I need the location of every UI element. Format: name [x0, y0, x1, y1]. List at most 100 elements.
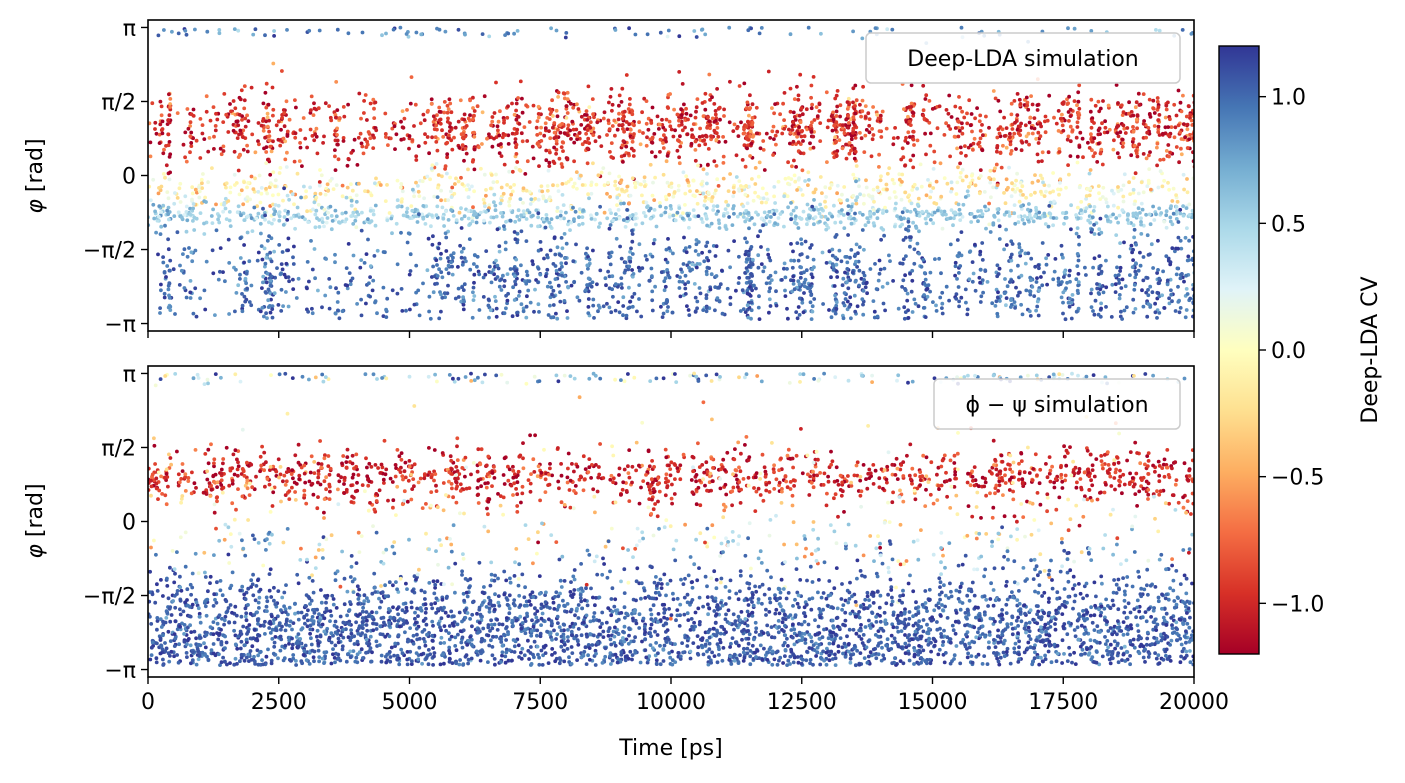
- scatter-point: [510, 210, 515, 215]
- scatter-point: [620, 286, 624, 290]
- scatter-point: [439, 309, 443, 314]
- scatter-point: [813, 187, 818, 192]
- scatter-point: [693, 194, 697, 199]
- scatter-point: [562, 216, 566, 221]
- scatter-point: [791, 208, 796, 213]
- scatter-point: [1042, 211, 1047, 216]
- scatter-point: [653, 154, 658, 159]
- scatter-point: [1025, 216, 1030, 220]
- scatter-point: [436, 173, 441, 177]
- scatter-point: [1129, 243, 1134, 248]
- scatter-point: [820, 250, 825, 255]
- scatter-point: [193, 248, 198, 253]
- scatter-point: [373, 223, 378, 228]
- scatter-point: [826, 118, 831, 123]
- scatter-point: [944, 121, 948, 126]
- scatter-point: [627, 122, 632, 127]
- scatter-point: [1116, 189, 1121, 194]
- scatter-point: [848, 117, 853, 122]
- scatter-point: [968, 123, 973, 128]
- scatter-point: [461, 307, 466, 312]
- scatter-point: [1036, 179, 1040, 183]
- scatter-point: [585, 146, 590, 151]
- scatter-point: [620, 187, 624, 192]
- scatter-point: [322, 134, 326, 139]
- scatter-point: [848, 214, 853, 219]
- scatter-point: [313, 212, 318, 217]
- scatter-point: [791, 120, 796, 125]
- scatter-point: [1024, 195, 1028, 200]
- scatter-point: [1117, 293, 1122, 297]
- scatter-point: [268, 144, 273, 149]
- scatter-point: [359, 228, 364, 233]
- scatter-point: [1171, 211, 1176, 216]
- scatter-point: [1087, 146, 1092, 150]
- scatter-point: [557, 156, 562, 161]
- scatter-point: [924, 193, 929, 198]
- scatter-point: [909, 201, 914, 206]
- scatter-point: [536, 197, 541, 202]
- scatter-point: [606, 269, 610, 274]
- scatter-point: [1148, 222, 1153, 227]
- scatter-point: [256, 139, 260, 144]
- scatter-point: [1089, 132, 1093, 137]
- scatter-point: [1144, 212, 1148, 217]
- scatter-point: [324, 220, 329, 225]
- scatter-point: [1007, 165, 1011, 170]
- scatter-point: [1131, 258, 1135, 262]
- scatter-point: [496, 266, 501, 271]
- scatter-point: [248, 197, 253, 202]
- scatter-point: [273, 178, 278, 183]
- scatter-point: [1038, 173, 1043, 178]
- scatter-point: [912, 143, 916, 147]
- scatter-point: [472, 262, 476, 266]
- scatter-point: [554, 311, 558, 316]
- scatter-point: [569, 137, 573, 141]
- scatter-point: [572, 181, 577, 186]
- scatter-point: [234, 291, 239, 295]
- scatter-point: [547, 164, 552, 169]
- scatter-point: [564, 210, 568, 215]
- scatter-point: [958, 264, 963, 268]
- scatter-point: [1024, 288, 1029, 293]
- scatter-point: [200, 123, 205, 127]
- scatter-point: [848, 255, 852, 260]
- scatter-point: [981, 133, 985, 138]
- scatter-point: [1133, 275, 1138, 280]
- scatter-point: [800, 168, 805, 173]
- scatter-point: [532, 309, 536, 314]
- scatter-point: [809, 272, 814, 277]
- scatter-point: [246, 119, 251, 123]
- scatter-point: [967, 250, 972, 254]
- scatter-point: [399, 182, 404, 186]
- scatter-point: [683, 273, 688, 278]
- scatter-point: [877, 165, 881, 169]
- scatter-point: [680, 216, 685, 221]
- scatter-point: [527, 190, 532, 194]
- scatter-point: [791, 249, 795, 254]
- scatter-point: [1170, 246, 1175, 251]
- scatter-point: [721, 214, 726, 218]
- scatter-point: [310, 267, 315, 272]
- scatter-point: [434, 123, 439, 128]
- scatter-point: [371, 212, 376, 217]
- scatter-point: [702, 203, 707, 208]
- scatter-point: [333, 208, 338, 213]
- scatter-point: [619, 256, 624, 261]
- scatter-point: [1160, 184, 1165, 189]
- scatter-point: [1020, 217, 1025, 222]
- scatter-point: [555, 209, 560, 214]
- scatter-point: [933, 257, 937, 261]
- scatter-point: [429, 102, 434, 106]
- scatter-point: [782, 126, 787, 131]
- scatter-point: [700, 101, 705, 105]
- scatter-point: [790, 127, 795, 132]
- scatter-point: [871, 299, 876, 303]
- scatter-point: [732, 239, 736, 244]
- scatter-point: [806, 183, 810, 188]
- scatter-point: [435, 263, 439, 267]
- scatter-point: [748, 285, 752, 289]
- scatter-point: [405, 240, 410, 245]
- scatter-point: [679, 267, 683, 272]
- scatter-point: [559, 162, 564, 166]
